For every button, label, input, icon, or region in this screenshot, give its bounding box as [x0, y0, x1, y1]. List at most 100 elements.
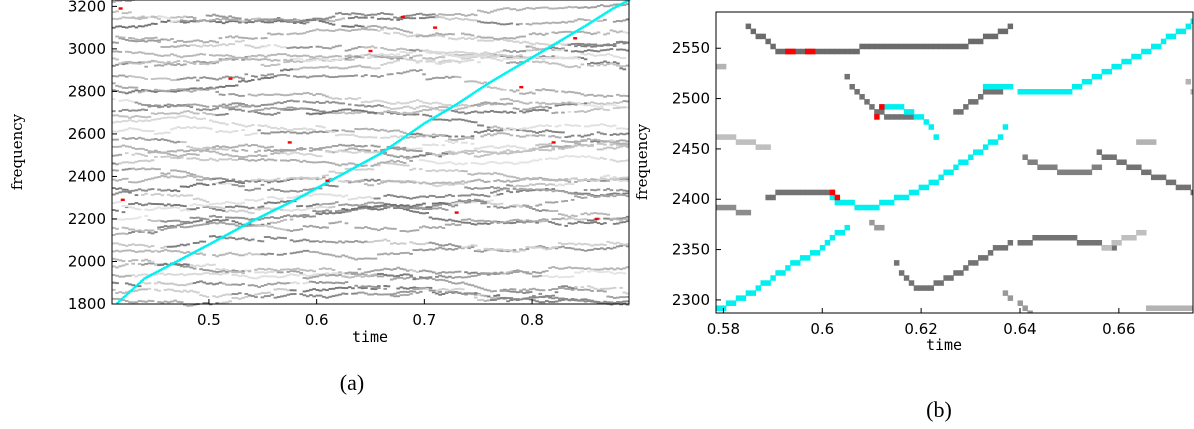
ridge-cell [202, 205, 207, 208]
ridge-cell [331, 55, 336, 58]
ridge-cell [154, 249, 158, 252]
ridge-cell [583, 222, 588, 224]
ridge-cell [257, 105, 262, 108]
ridge-cell [612, 159, 617, 162]
ridge-cell [186, 263, 190, 266]
ridge-cell [163, 46, 168, 48]
ridge-cell [118, 162, 123, 165]
ridge-cell [221, 86, 226, 88]
ridge-cell [431, 289, 436, 292]
ridge-cell [302, 153, 307, 156]
ridge-cell [415, 60, 420, 63]
ridge-cell [305, 249, 310, 252]
ridge-cell [341, 195, 346, 198]
ridge-cell [160, 132, 165, 135]
ridge-cell [612, 195, 617, 198]
ridge-cell [147, 259, 152, 262]
ridge-cell [606, 140, 611, 143]
ridge-cell [150, 262, 155, 265]
ridge-cell [438, 153, 442, 156]
ridge-cell [205, 146, 210, 149]
ridge-cell [315, 55, 320, 58]
ridge-cell [170, 116, 174, 119]
ridge-cell [257, 199, 262, 202]
ridge-cell [176, 176, 181, 179]
ridge-cell [154, 113, 158, 115]
ridge-cell [176, 190, 181, 193]
ridge-cell [493, 54, 497, 57]
ridge-cell [263, 154, 268, 157]
ridge-cell [318, 281, 323, 283]
ridge-cell [312, 295, 316, 298]
ridge-cell [509, 57, 514, 60]
ridge-cell [322, 193, 326, 196]
ridge-cell [150, 151, 155, 154]
ridge-cell [141, 281, 145, 284]
ridge-cell [254, 225, 258, 228]
ridge-cell [509, 150, 514, 153]
ridge-cell [418, 277, 423, 280]
ridge-cell [357, 111, 362, 114]
ridge-cell [422, 101, 426, 104]
ridge-cell [170, 204, 174, 207]
ridge-cell [247, 199, 252, 202]
ridge-cell [457, 182, 462, 185]
ridge-cell [538, 57, 543, 60]
ridge-cell [593, 124, 598, 127]
ridge-cell [134, 301, 139, 304]
ridge-cell [325, 274, 329, 277]
ridge-cell [464, 186, 468, 189]
ridge-cell [438, 76, 442, 79]
ridge-cell [154, 36, 158, 39]
ridge-cell [357, 145, 362, 147]
ridge-cell [515, 89, 520, 92]
ridge-cell [383, 273, 388, 276]
ridge-cell [409, 229, 413, 232]
ridge-cell [528, 296, 533, 299]
ridge-cell [325, 59, 329, 62]
ridge-cell [522, 249, 526, 252]
ridge-cell [280, 282, 284, 285]
ridge-cell [532, 296, 536, 299]
ridge-cell [528, 107, 533, 110]
ridge-cell [134, 289, 139, 292]
ridge-cell [464, 246, 468, 249]
ridge-cell [318, 177, 323, 180]
ridge-cell [583, 134, 588, 137]
ridge-cell [625, 159, 630, 162]
ridge-cell [444, 61, 449, 64]
ridge-cell [567, 276, 572, 278]
ridge-cell [283, 178, 287, 181]
ridge-cell [170, 206, 174, 209]
ridge-cell [131, 290, 136, 293]
ridge-cell [244, 80, 249, 83]
ridge-cell [270, 153, 274, 155]
ridge-cell [267, 146, 271, 149]
ridge-cell [357, 168, 362, 171]
ridge-cell [263, 65, 268, 68]
ridge-cell [322, 94, 326, 97]
ridge-cell [163, 227, 168, 230]
ridge-cell [141, 147, 145, 150]
ridge-cell [519, 56, 523, 58]
ridge-cell [131, 181, 136, 184]
ridge-cell [590, 219, 594, 222]
ridge-cell [609, 139, 614, 142]
ridge-cell [393, 102, 397, 105]
ridge-cell [338, 172, 342, 174]
ridge-cell [166, 112, 171, 115]
ridge-cell [183, 141, 187, 144]
ridge-cell [438, 61, 442, 63]
ridge-cell [334, 129, 339, 132]
ridge-cell [415, 271, 420, 273]
ridge-cell [218, 202, 223, 205]
ridge-cell [425, 226, 430, 229]
ridge-cell [544, 158, 549, 160]
ridge-cell [376, 269, 381, 272]
ridge-cell [548, 89, 552, 92]
ridge-cell [273, 53, 278, 56]
ridge-cell [406, 147, 410, 150]
ridge-cell [580, 179, 585, 182]
ridge-cell [451, 182, 455, 185]
ridge-cell [270, 179, 274, 182]
